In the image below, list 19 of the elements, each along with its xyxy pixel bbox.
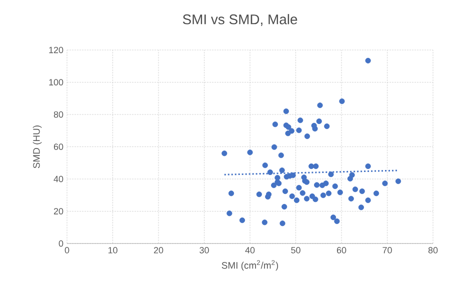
y-tick-label: 0: [58, 240, 64, 247]
x-tick-label: 10: [108, 247, 118, 254]
y-tick-label: 80: [54, 111, 64, 118]
x-tick-label: 80: [428, 247, 438, 254]
x-tick-label: 20: [154, 247, 164, 254]
x-tick-label: 70: [382, 247, 392, 254]
chart-title: SMI vs SMD, Male: [182, 14, 298, 26]
y-tick-label: 120: [49, 46, 64, 54]
x-tick-label: 0: [64, 247, 70, 254]
y-tick-label: 20: [54, 208, 64, 214]
y-axis-title: SMD (HU): [32, 126, 42, 168]
x-tick-label: 40: [245, 247, 255, 254]
x-axis-title: SMI (cm$^{2}$/m$^{2}$): [222, 260, 278, 271]
y-tick-label: 100: [49, 79, 64, 86]
y-tick-label: 60: [54, 144, 64, 150]
x-tick-label: 60: [336, 247, 346, 254]
y-tick-label: 40: [54, 176, 64, 182]
x-tick-label: 30: [200, 247, 209, 254]
x-tick-label: 50: [291, 247, 300, 254]
